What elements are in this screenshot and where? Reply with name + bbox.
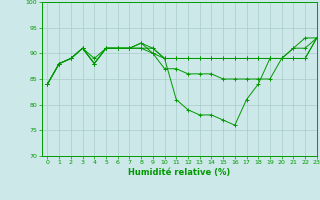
X-axis label: Humidité relative (%): Humidité relative (%) [128,168,230,177]
